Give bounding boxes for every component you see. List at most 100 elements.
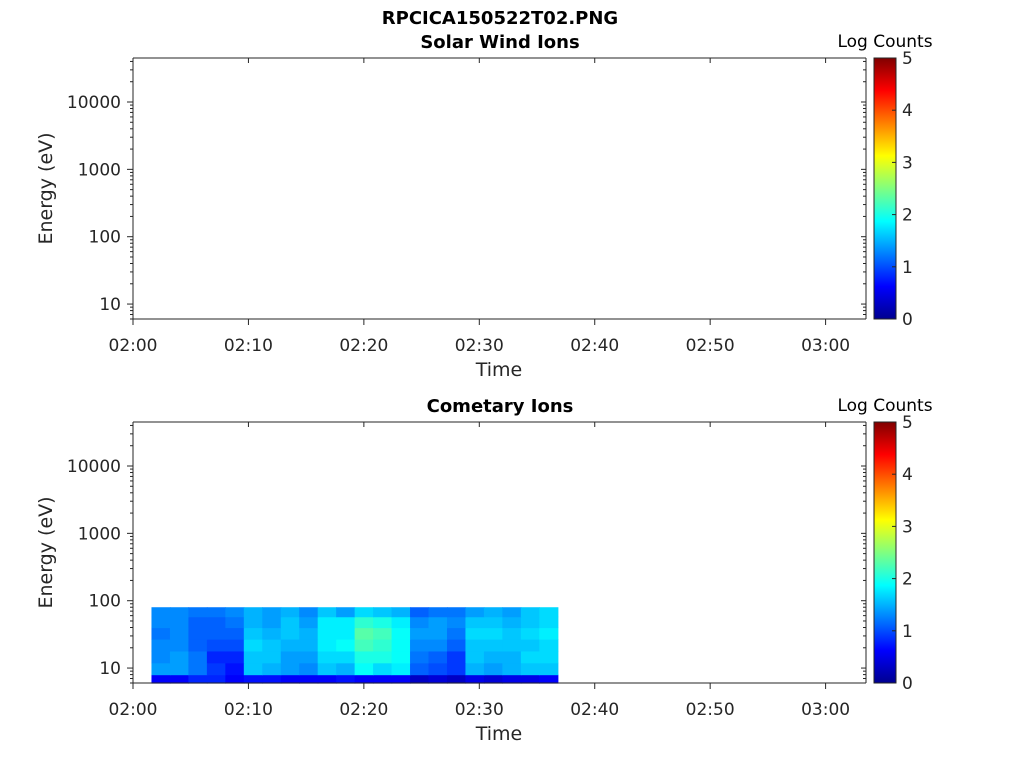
y-axis-label: Energy (eV) [35,132,57,244]
y-tick-label: 10000 [67,93,121,113]
heatmap-cell [151,674,171,684]
colorbar-tick-label: 4 [902,465,913,485]
heatmap-cell [539,662,559,676]
heatmap-cell [373,627,393,640]
heatmap-cell [225,607,245,618]
heatmap-cell [336,674,356,684]
heatmap-cell [336,639,356,652]
colorbar-title: Log Counts [837,396,932,416]
heatmap-cell [502,639,522,652]
heatmap-cell [410,662,430,676]
colorbar-tick-label: 1 [902,258,913,278]
heatmap-cell [262,650,282,664]
heatmap-cell [336,650,356,664]
panel-1: Solar Wind Ions 02:00 02:10 02:20 02:30 02:40… [35,32,933,381]
heatmap-cell [354,639,374,652]
heatmap-cell [206,650,226,664]
heatmap-cell [169,662,190,676]
heatmap-cell [539,639,559,652]
heatmap-cell [428,662,448,676]
heatmap-cell [225,616,245,629]
heatmap-cell [446,650,467,664]
heatmap-cell [188,607,208,618]
heatmap-cell [483,650,503,664]
heatmap-cell [299,627,319,640]
heatmap-cell [151,639,171,652]
heatmap-cell [391,616,411,629]
heatmap-cell [391,650,411,664]
heatmap-cell [262,639,282,652]
heatmap-cell [410,650,430,664]
x-tick-label: 02:20 [339,700,388,720]
heatmap-cell [502,627,522,640]
heatmap-cell [391,662,411,676]
x-tick-label: 02:50 [686,700,735,720]
heatmap-cell [188,639,208,652]
y-axis-label: Energy (eV) [35,496,57,608]
heatmap-cell [539,627,559,640]
x-tick-label: 02:00 [109,700,158,720]
x-tick-label: 03:00 [801,336,850,356]
heatmap-cell [243,607,263,618]
heatmap-cell [336,662,356,676]
heatmap-cell [520,662,540,676]
heatmap-cells [151,607,559,684]
heatmap-cell [428,607,448,618]
heatmap-cell [317,607,337,618]
heatmap-cell [225,662,245,676]
heatmap-cell [410,627,430,640]
heatmap-cell [225,674,245,684]
heatmap-cell [317,639,337,652]
heatmap-cell [373,650,393,664]
heatmap-cell [243,616,263,629]
heatmap-cell [428,639,448,652]
heatmap-cell [483,627,503,640]
heatmap-cell [465,616,485,629]
heatmap-cell [373,639,393,652]
heatmap-cell [502,674,522,684]
heatmap-cell [188,616,208,629]
y-tick-label: 10000 [67,457,121,477]
heatmap-cell [483,607,503,618]
heatmap-cell [299,650,319,664]
heatmap-cell [262,674,282,684]
heatmap-cell [169,650,190,664]
heatmap-cell [410,616,430,629]
heatmap-cell [243,662,263,676]
heatmap-cell [317,674,337,684]
heatmap-cell [336,616,356,629]
x-tick-label: 02:50 [686,336,735,356]
colorbar-tick-label: 2 [902,206,913,226]
y-tick-label: 100 [89,228,121,248]
heatmap-cell [520,639,540,652]
heatmap-cell [446,662,467,676]
heatmap-cell [280,616,300,629]
colorbar-tick-label: 3 [902,153,913,173]
colorbar-tick-label: 4 [902,101,913,121]
heatmap-cell [225,639,245,652]
heatmap-cell [299,662,319,676]
heatmap-cell [262,616,282,629]
heatmap-cell [391,639,411,652]
heatmap-cell [539,650,559,664]
heatmap-cell [151,616,171,629]
heatmap-cell [317,650,337,664]
heatmap-cell [317,627,337,640]
heatmap-cell [373,607,393,618]
colorbar-title: Log Counts [837,32,932,52]
heatmap-cell [354,662,374,676]
heatmap-cell [336,607,356,618]
heatmap-cell [391,674,411,684]
heatmap-cell [520,674,540,684]
heatmap-cell [354,607,374,618]
heatmap-cell [354,627,374,640]
heatmap-cell [410,607,430,618]
heatmap-cell [280,674,300,684]
heatmap-cell [280,650,300,664]
heatmap-cell [483,639,503,652]
y-tick-label: 1000 [78,160,121,180]
heatmap-cell [169,607,190,618]
heatmap-cell [539,607,559,618]
